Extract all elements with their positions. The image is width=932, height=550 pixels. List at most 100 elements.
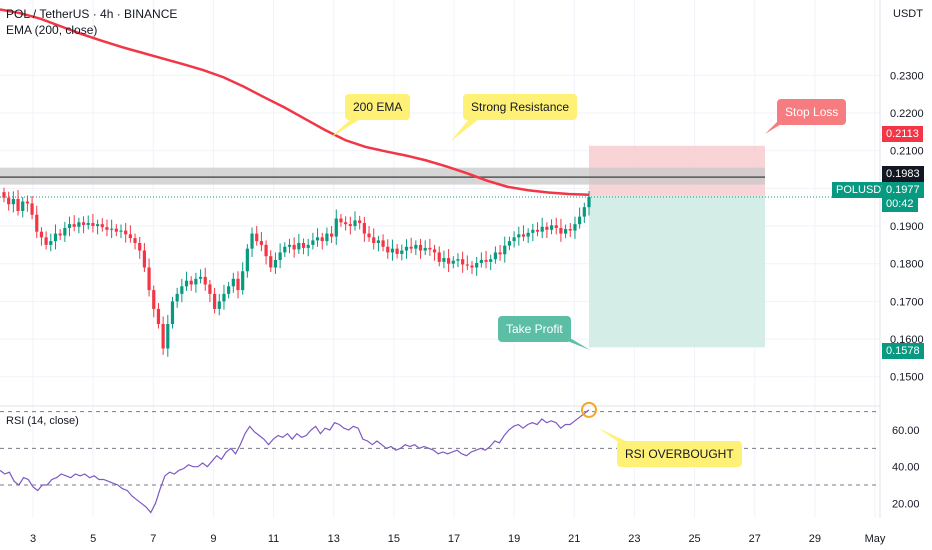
candle-body	[217, 301, 221, 309]
candle	[72, 215, 76, 232]
candle-body	[372, 237, 376, 243]
candle-body	[540, 226, 544, 232]
candle-body	[222, 293, 226, 302]
candle	[30, 195, 34, 220]
candle-body	[259, 241, 263, 245]
candle-body	[208, 284, 212, 294]
candle-body	[16, 198, 20, 211]
rsi-overbought-marker	[581, 401, 597, 418]
candle	[25, 195, 29, 212]
candle-body	[470, 265, 474, 268]
candle	[21, 197, 25, 218]
candle	[390, 239, 395, 261]
candle	[100, 218, 104, 232]
candle-body	[535, 229, 540, 232]
candle-body	[58, 233, 62, 236]
candle-body	[124, 230, 128, 235]
rsi-line	[0, 409, 590, 514]
candle	[194, 272, 198, 293]
candle-body	[549, 225, 554, 230]
currency-label[interactable]: USDT	[893, 8, 923, 20]
candle	[334, 209, 338, 245]
candle-body	[315, 237, 320, 241]
candle-body	[110, 228, 114, 230]
candle	[236, 271, 240, 299]
candle	[138, 236, 142, 259]
candle-body	[39, 231, 44, 238]
candle	[58, 229, 62, 240]
candle	[241, 262, 245, 295]
candle-body	[147, 267, 151, 291]
candle-body	[44, 237, 48, 245]
candle-body	[447, 258, 451, 264]
candle-body	[180, 286, 184, 294]
candle	[404, 239, 409, 259]
candle	[428, 238, 432, 256]
candle-body	[554, 225, 558, 228]
candle	[386, 239, 390, 259]
candle	[156, 302, 161, 329]
candle	[414, 240, 418, 256]
rsi-indicator-title[interactable]: RSI (14, close)	[6, 415, 79, 427]
candle-body	[442, 258, 446, 262]
price-tick-label: 0.2100	[890, 146, 924, 158]
candle	[44, 231, 48, 250]
candle-body	[287, 244, 292, 247]
candle-body	[114, 228, 118, 232]
time-tick-label: 7	[150, 533, 156, 545]
candle	[278, 243, 282, 269]
last-price-tag: 0.1977	[882, 182, 924, 198]
candle	[203, 267, 207, 291]
candle	[269, 250, 273, 273]
candle	[259, 232, 263, 252]
candle-body	[414, 244, 418, 249]
resistance-callout: Strong Resistance	[463, 94, 578, 120]
candle-body	[119, 230, 123, 232]
candle	[348, 216, 352, 235]
candle	[564, 224, 568, 239]
candle	[119, 224, 123, 239]
candle-body	[67, 224, 72, 228]
candle-body	[432, 249, 437, 253]
candle	[152, 285, 156, 318]
candle	[493, 246, 497, 264]
candle-body	[531, 229, 535, 233]
candle	[273, 252, 278, 274]
candle-body	[292, 244, 296, 250]
candle	[367, 226, 371, 242]
candle	[358, 215, 362, 230]
candle	[292, 237, 296, 258]
stop-loss-callout: Stop Loss	[777, 99, 847, 125]
candle-body	[35, 214, 39, 232]
candle	[451, 256, 455, 269]
candle-body	[311, 240, 315, 245]
candle-body	[231, 278, 235, 287]
candle-body	[344, 222, 348, 225]
candle	[447, 249, 451, 273]
candle	[264, 240, 268, 265]
candle-body	[236, 278, 240, 291]
candle-body	[503, 245, 507, 255]
candle-body	[301, 243, 306, 248]
price-tick-label: 0.1800	[890, 259, 924, 271]
symbol-title[interactable]: POL / TetherUS · 4h · BINANCE	[6, 7, 178, 21]
time-tick-label: 19	[508, 533, 520, 545]
candle	[559, 218, 563, 242]
candle-body	[489, 259, 493, 262]
candle-body	[105, 227, 109, 230]
candle	[437, 246, 441, 267]
candle	[245, 244, 249, 278]
candle-body	[381, 240, 385, 247]
candle-body	[161, 324, 165, 349]
candle-body	[348, 224, 352, 227]
candle	[587, 191, 591, 216]
candle	[96, 219, 100, 235]
candle	[484, 250, 488, 269]
candle	[255, 226, 259, 246]
ema-indicator-title[interactable]: EMA (200, close)	[6, 23, 98, 37]
candle	[124, 223, 128, 243]
resistance-band	[0, 167, 765, 185]
candle-body	[545, 226, 549, 230]
time-tick-label: May	[865, 533, 886, 545]
